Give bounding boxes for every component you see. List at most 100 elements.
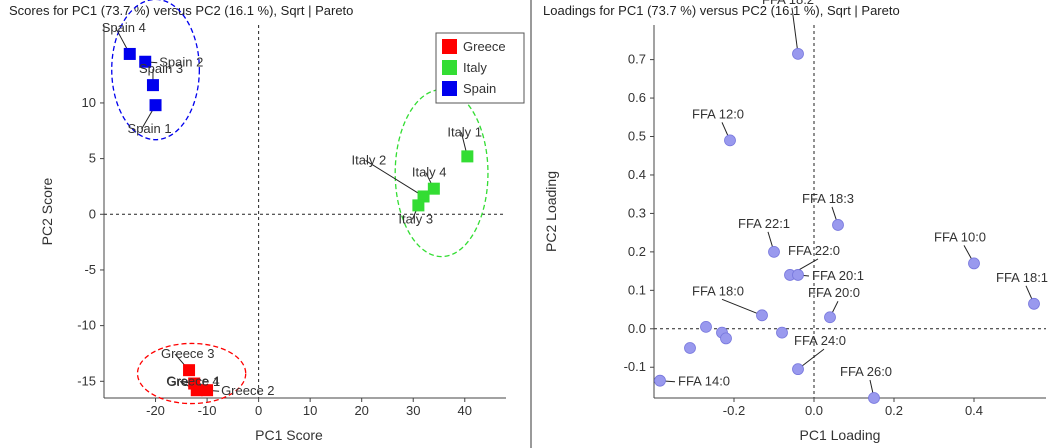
spain-group-ellipse	[111, 0, 200, 141]
score-point	[123, 47, 136, 60]
scores-plot[interactable]: -20 -10 0 10 20 30 40 -15 -10 -5 0 5 10 PC1 Score PC2 …	[0, 0, 532, 448]
scores-x-axis-label: PC1 Score	[255, 427, 323, 443]
loading-point	[792, 269, 804, 281]
scores-y-tick-label: -5	[84, 262, 96, 277]
loading-point-label: FFA 26:0	[840, 364, 892, 379]
score-point-label: Italy 1	[447, 124, 482, 139]
score-point	[427, 182, 440, 195]
legend-entry-label: Greece	[463, 39, 506, 54]
loading-point-label: FFA 14:0	[678, 374, 730, 389]
scores-x-tick-label: 30	[406, 403, 420, 418]
scores-y-tick-label: 0	[89, 206, 96, 221]
loading-point-label: FFA 18:0	[692, 283, 744, 298]
score-point	[461, 150, 474, 163]
loading-point-label: FFA 22:1	[738, 216, 790, 231]
loading-point	[768, 245, 780, 258]
loading-point	[700, 320, 712, 333]
loadings-y-tick-label: 0.2	[628, 244, 646, 259]
legend-entry-label: Spain	[463, 81, 496, 96]
scores-y-tick-label: 10	[82, 95, 96, 110]
loadings-y-tick-label: 0.5	[628, 129, 646, 144]
loadings-x-axis-label: PC1 Loading	[800, 427, 881, 443]
score-point-label: Spain 1	[128, 121, 172, 136]
loading-point-label: FFA 20:0	[808, 285, 860, 300]
loadings-y-tick-label: 0.6	[628, 90, 646, 105]
loadings-y-tick-label: 0.7	[628, 52, 646, 67]
loading-point	[832, 219, 844, 231]
score-point-label: Spain 4	[102, 20, 146, 35]
loadings-x-tick-label: -0.2	[723, 403, 745, 418]
loading-point-label: FFA 18:1	[996, 270, 1048, 285]
score-point-label: Italy 4	[412, 165, 447, 180]
score-point-label: Italy 2	[352, 152, 387, 167]
legend-swatch	[442, 39, 457, 54]
score-point-label: Italy 3	[398, 211, 433, 226]
loadings-y-axis-label: PC2 Loading	[543, 171, 559, 252]
greece-group-ellipse	[136, 342, 247, 405]
score-point	[412, 199, 425, 212]
loadings-x-tick-label: 0.2	[885, 403, 903, 418]
score-point	[149, 99, 162, 112]
loadings-plot-panel[interactable]: Loadings for PC1 (73.7 %) versus PC2 (16…	[534, 0, 1049, 448]
score-point	[201, 384, 214, 397]
italy-group-ellipse	[394, 88, 489, 258]
loading-point-label: FFA 18:3	[802, 191, 854, 206]
legend-swatch	[442, 60, 457, 75]
loading-point	[720, 332, 732, 345]
loading-point-label: FFA 12:0	[692, 106, 744, 121]
loadings-y-tick-label: 0.1	[628, 282, 646, 297]
loading-point-label: FFA 20:1	[812, 268, 864, 283]
loadings-y-tick-label: 0.3	[628, 205, 646, 220]
scores-plot-panel[interactable]: Scores for PC1 (73.7 %) versus PC2 (16.1…	[0, 0, 532, 448]
loadings-plot[interactable]: -0.2 0.0 0.2 0.4 -0.1 0.0 0.1 0.2 0.3 0.4 0.5 0.6 0.…	[534, 0, 1049, 448]
loadings-plot-title: Loadings for PC1 (73.7 %) versus PC2 (16…	[543, 3, 900, 18]
score-point	[188, 377, 201, 390]
score-point	[183, 364, 196, 377]
loading-point	[756, 309, 768, 322]
loading-point-label: FFA 18:2	[762, 0, 814, 7]
loading-point	[824, 311, 836, 324]
loading-point	[776, 326, 788, 339]
loading-point-label: FFA 10:0	[934, 229, 986, 244]
scores-y-tick-label: -15	[77, 373, 96, 388]
loading-point	[724, 134, 736, 147]
score-point-label: Spain 2	[159, 55, 203, 70]
loading-point	[968, 257, 980, 270]
score-point-leader	[365, 160, 424, 197]
loading-point	[1028, 297, 1040, 310]
loading-point	[792, 363, 804, 376]
scores-x-tick-label: 10	[303, 403, 317, 418]
loading-point	[792, 47, 804, 60]
score-point-label: Greece 3	[161, 346, 214, 361]
legend-entry-label: Italy	[463, 60, 487, 75]
loadings-y-tick-label: -0.1	[624, 359, 646, 374]
scores-x-tick-label: -20	[146, 403, 165, 418]
score-point-label: Spain 3	[139, 61, 183, 76]
score-point	[139, 55, 152, 68]
scores-x-tick-label: 0	[255, 403, 262, 418]
loading-point	[654, 374, 666, 387]
scores-y-axis-label: PC2 Score	[39, 177, 55, 245]
loading-point	[684, 342, 696, 354]
scores-y-tick-label: 5	[89, 151, 96, 166]
scores-x-tick-label: 40	[458, 403, 472, 418]
scores-x-tick-label: -10	[198, 403, 217, 418]
scores-y-tick-label: -10	[77, 318, 96, 333]
scores-legend: Greece Italy Spain	[435, 32, 525, 104]
score-point-label: Greece 2	[221, 383, 274, 398]
score-point-label: Greece 4	[166, 374, 219, 389]
scores-plot-title: Scores for PC1 (73.7 %) versus PC2 (16.1…	[9, 3, 354, 18]
score-point	[146, 79, 159, 92]
loadings-x-tick-label: 0.4	[965, 403, 983, 418]
loading-point-label: FFA 22:0	[788, 243, 840, 258]
legend-swatch	[442, 81, 457, 96]
loadings-x-tick-label: 0.0	[805, 403, 823, 418]
loadings-y-tick-label: 0.4	[628, 167, 646, 182]
loading-point-label: FFA 24:0	[794, 333, 846, 348]
loadings-y-tick-label: 0.0	[628, 321, 646, 336]
scores-x-tick-label: 20	[354, 403, 368, 418]
loading-point-leader	[791, 7, 799, 54]
loading-point-leader	[721, 298, 763, 316]
loading-point	[868, 392, 880, 404]
